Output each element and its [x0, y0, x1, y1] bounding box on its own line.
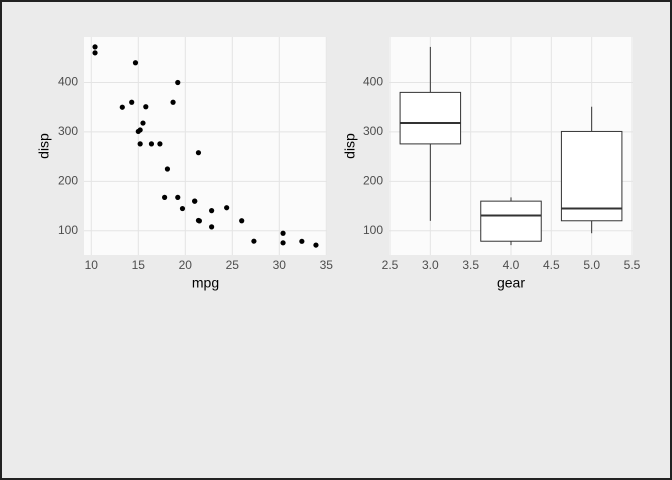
point — [179, 205, 186, 212]
point — [92, 50, 98, 56]
x-axis-title: gear — [497, 275, 525, 291]
x-tick-label: 15 — [132, 258, 146, 272]
point — [209, 208, 215, 214]
x-tick-label: 3.0 — [422, 258, 439, 272]
point — [280, 230, 286, 236]
y-axis-title: disp — [342, 133, 358, 159]
point — [137, 141, 143, 147]
y-tick-label: 300 — [58, 124, 78, 138]
y-tick-label: 200 — [58, 174, 78, 188]
point — [157, 141, 163, 147]
x-tick-label: 3.5 — [462, 258, 479, 272]
point — [164, 166, 171, 172]
x-tick-label: 35 — [320, 258, 334, 272]
x-tick-label: 5.5 — [624, 258, 641, 272]
y-tick-label: 200 — [363, 174, 383, 188]
point — [175, 79, 181, 86]
point — [92, 44, 98, 50]
point — [209, 224, 215, 230]
box — [480, 200, 542, 242]
point — [119, 104, 125, 110]
box — [399, 91, 462, 145]
box — [560, 130, 623, 222]
point — [132, 60, 139, 66]
x-tick-label: 25 — [226, 258, 240, 272]
x-tick-label: 4.5 — [543, 258, 560, 272]
point — [170, 99, 176, 105]
x-tick-label: 2.5 — [382, 258, 399, 272]
x-tick-label: 20 — [179, 258, 193, 272]
point — [175, 194, 181, 200]
point — [280, 240, 286, 246]
point — [195, 150, 202, 156]
point — [143, 104, 149, 110]
point — [239, 218, 245, 224]
point — [224, 205, 230, 211]
point — [148, 141, 155, 147]
point — [299, 238, 305, 244]
x-axis-title: mpg — [192, 275, 219, 291]
y-tick-label: 300 — [363, 124, 383, 138]
y-tick-label: 100 — [58, 223, 78, 237]
panel — [84, 37, 327, 255]
point — [195, 217, 202, 224]
point — [251, 238, 257, 244]
point — [140, 120, 146, 126]
y-tick-label: 400 — [363, 75, 383, 89]
point — [192, 198, 198, 204]
x-tick-label: 30 — [273, 258, 287, 272]
point — [313, 242, 319, 248]
point — [162, 194, 168, 200]
x-tick-label: 4.0 — [503, 258, 520, 272]
y-tick-label: 400 — [58, 75, 78, 89]
x-tick-label: 5.0 — [583, 258, 600, 272]
x-tick-label: 10 — [85, 258, 99, 272]
point — [129, 99, 135, 105]
y-tick-label: 100 — [363, 223, 383, 237]
point — [135, 128, 141, 135]
y-axis-title: disp — [36, 133, 52, 159]
